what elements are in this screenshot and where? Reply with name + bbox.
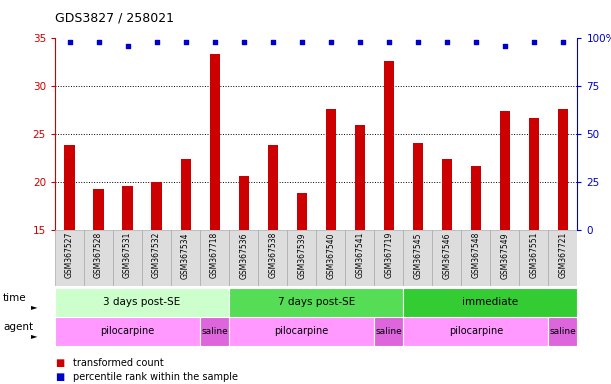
- Point: [65, 39, 75, 45]
- Text: saline: saline: [201, 327, 228, 336]
- Bar: [258, 230, 287, 286]
- Text: GSM367538: GSM367538: [268, 232, 277, 278]
- Bar: [55, 317, 200, 346]
- Bar: [403, 288, 577, 317]
- Bar: [113, 230, 142, 286]
- Bar: [180, 159, 191, 374]
- Point: [442, 39, 452, 45]
- Point: [297, 39, 307, 45]
- Text: GSM367527: GSM367527: [65, 232, 74, 278]
- Bar: [374, 317, 403, 346]
- Bar: [403, 230, 433, 286]
- Point: [529, 39, 539, 45]
- Bar: [500, 111, 510, 374]
- Text: GSM367539: GSM367539: [297, 232, 306, 278]
- Bar: [519, 230, 549, 286]
- Bar: [326, 109, 336, 374]
- Text: ►: ►: [31, 302, 37, 311]
- Text: immediate: immediate: [463, 297, 518, 308]
- Bar: [558, 109, 568, 374]
- Text: GSM367551: GSM367551: [529, 232, 538, 278]
- Bar: [152, 182, 162, 374]
- Text: saline: saline: [549, 327, 576, 336]
- Point: [384, 39, 393, 45]
- Text: GSM367534: GSM367534: [181, 232, 190, 278]
- Bar: [354, 125, 365, 374]
- Text: GSM367536: GSM367536: [239, 232, 248, 278]
- Bar: [55, 230, 84, 286]
- Bar: [529, 118, 539, 374]
- Text: GSM367531: GSM367531: [123, 232, 132, 278]
- Text: GSM367719: GSM367719: [384, 232, 393, 278]
- Text: GSM367528: GSM367528: [94, 232, 103, 278]
- Bar: [442, 159, 452, 374]
- Bar: [461, 230, 490, 286]
- Point: [355, 39, 365, 45]
- Text: pilocarpine: pilocarpine: [448, 326, 503, 336]
- Text: GSM367545: GSM367545: [413, 232, 422, 278]
- Bar: [229, 230, 258, 286]
- Text: GSM367549: GSM367549: [500, 232, 510, 278]
- Text: GDS3827 / 258021: GDS3827 / 258021: [55, 12, 174, 25]
- Bar: [200, 317, 229, 346]
- Bar: [296, 193, 307, 374]
- Bar: [345, 230, 374, 286]
- Point: [181, 39, 191, 45]
- Text: ►: ►: [31, 331, 37, 340]
- Point: [471, 39, 481, 45]
- Bar: [403, 317, 549, 346]
- Text: time: time: [3, 293, 27, 303]
- Bar: [287, 230, 316, 286]
- Text: GSM367532: GSM367532: [152, 232, 161, 278]
- Bar: [432, 230, 461, 286]
- Bar: [412, 143, 423, 374]
- Bar: [210, 54, 220, 374]
- Bar: [171, 230, 200, 286]
- Bar: [122, 186, 133, 374]
- Point: [152, 39, 161, 45]
- Text: 7 days post-SE: 7 days post-SE: [277, 297, 355, 308]
- Text: saline: saline: [375, 327, 402, 336]
- Point: [500, 43, 510, 49]
- Bar: [490, 230, 519, 286]
- Bar: [470, 166, 481, 374]
- Text: transformed count: transformed count: [73, 358, 164, 368]
- Bar: [268, 145, 278, 374]
- Point: [210, 39, 219, 45]
- Bar: [55, 288, 229, 317]
- Text: GSM367541: GSM367541: [355, 232, 364, 278]
- Text: GSM367718: GSM367718: [210, 232, 219, 278]
- Bar: [374, 230, 403, 286]
- Bar: [549, 317, 577, 346]
- Text: ■: ■: [55, 372, 64, 382]
- Bar: [384, 61, 394, 374]
- Text: pilocarpine: pilocarpine: [274, 326, 329, 336]
- Point: [413, 39, 423, 45]
- Point: [268, 39, 277, 45]
- Point: [326, 39, 335, 45]
- Bar: [200, 230, 229, 286]
- Bar: [229, 288, 403, 317]
- Text: agent: agent: [3, 322, 33, 332]
- Text: GSM367548: GSM367548: [471, 232, 480, 278]
- Text: GSM367546: GSM367546: [442, 232, 452, 278]
- Text: GSM367721: GSM367721: [558, 232, 568, 278]
- Point: [93, 39, 103, 45]
- Bar: [93, 189, 104, 374]
- Bar: [316, 230, 345, 286]
- Bar: [64, 145, 75, 374]
- Bar: [142, 230, 171, 286]
- Bar: [229, 317, 374, 346]
- Text: ■: ■: [55, 358, 64, 368]
- Text: percentile rank within the sample: percentile rank within the sample: [73, 372, 238, 382]
- Point: [239, 39, 249, 45]
- Text: GSM367540: GSM367540: [326, 232, 335, 278]
- Point: [558, 39, 568, 45]
- Text: 3 days post-SE: 3 days post-SE: [103, 297, 181, 308]
- Bar: [84, 230, 113, 286]
- Text: pilocarpine: pilocarpine: [100, 326, 155, 336]
- Bar: [549, 230, 577, 286]
- Point: [123, 43, 133, 49]
- Bar: [238, 175, 249, 374]
